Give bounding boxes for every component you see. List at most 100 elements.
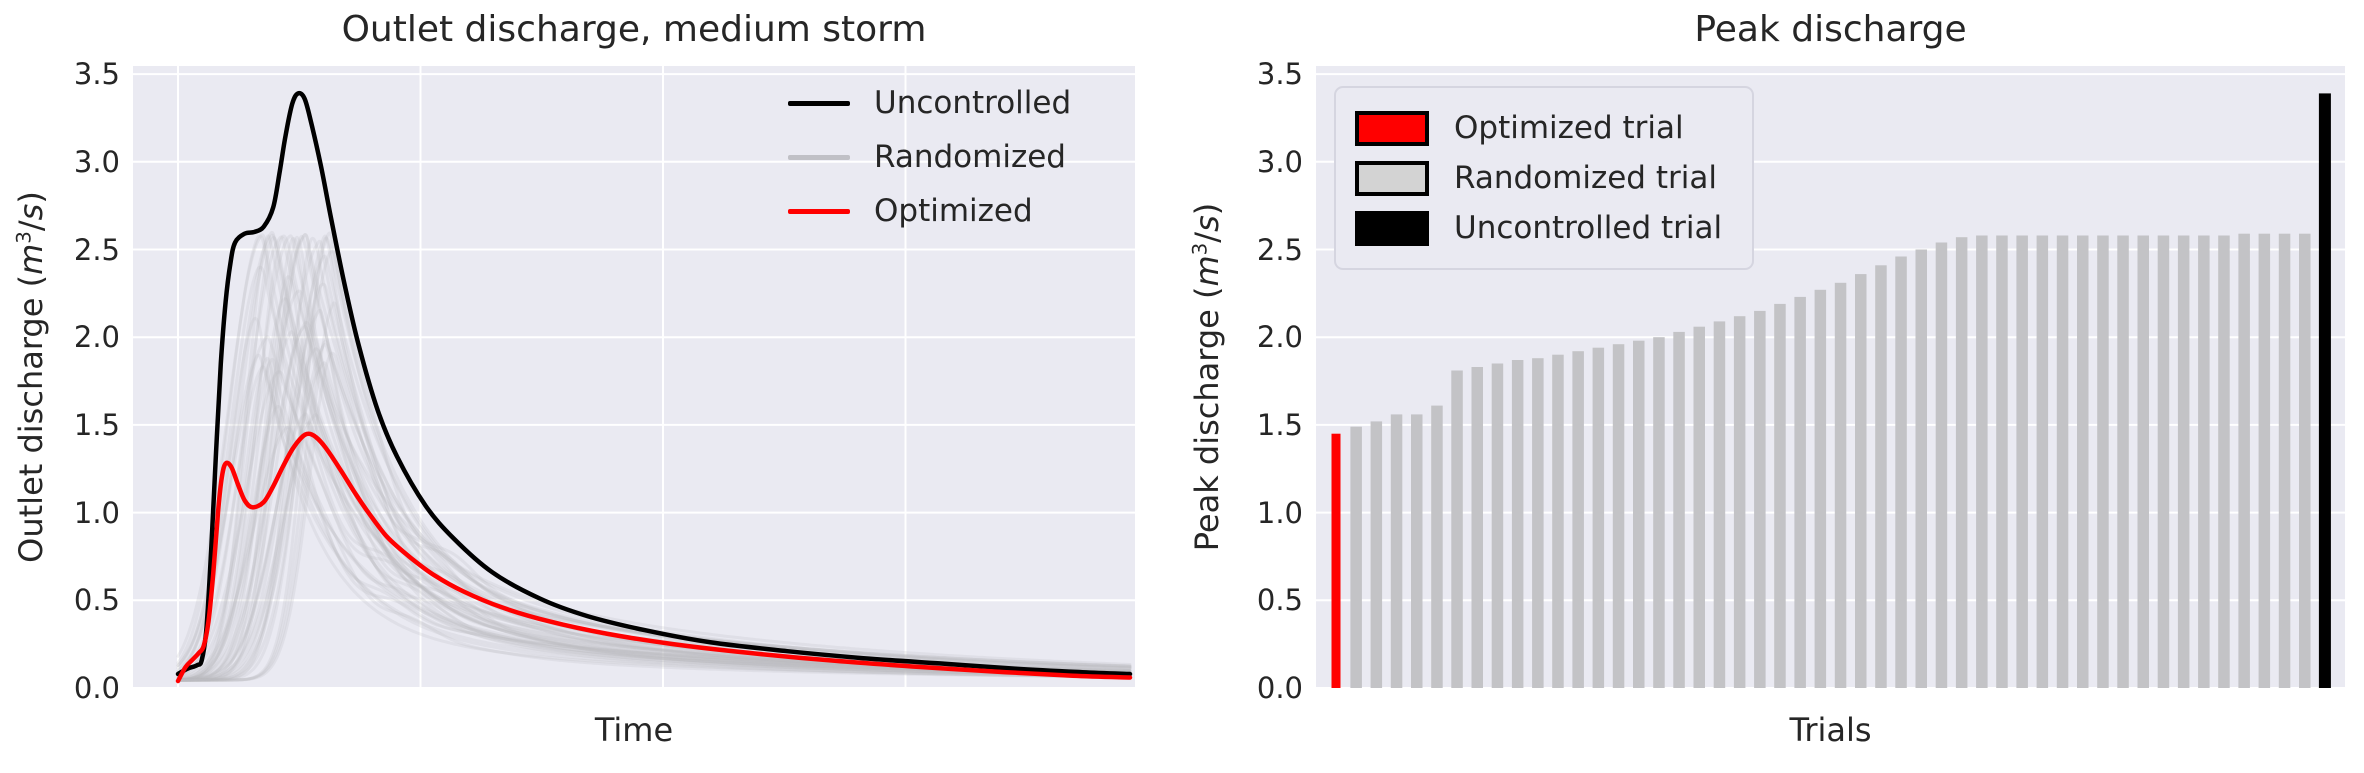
legend-label: Uncontrolled trial [1454, 210, 1723, 246]
randomized-trial-bar [1895, 256, 1907, 688]
legend-label: Optimized [874, 193, 1033, 229]
randomized-trial-bar [1592, 347, 1605, 688]
randomized-trial-bar [1633, 340, 1645, 688]
randomized-trial-bar [1713, 321, 1726, 688]
legend-item-optimized: Optimized [788, 184, 1071, 238]
right-legend: Optimized trial Randomized trial Uncontr… [1334, 86, 1755, 270]
randomized-trial-bar [1834, 282, 1847, 688]
legend-label: Randomized [874, 139, 1066, 175]
y-tick-label: 1.5 [1256, 407, 1303, 442]
left-ylabel-suffix: ) [12, 191, 50, 204]
left-ylabel-slash: / [12, 220, 50, 232]
randomized-trial-bar [1451, 370, 1463, 688]
uncontrolled-trial-bar [2318, 93, 2331, 688]
legend-label: Uncontrolled [874, 85, 1072, 121]
y-tick-label: 0.5 [73, 583, 120, 618]
optimized-trial-patch [1355, 110, 1429, 146]
y-tick-label: 0.0 [1256, 671, 1303, 705]
right-ylabel-unit-s: s [1188, 215, 1226, 232]
left-ylabel-unit-s: s [12, 203, 50, 221]
randomized-trial-bar [1471, 367, 1483, 688]
randomized-trial-bar [2036, 235, 2049, 688]
randomized-trial-bar [1794, 296, 1806, 688]
uncontrolled-line-swatch [788, 100, 850, 106]
left-x-axis-label: Time [594, 711, 674, 749]
randomized-trial-bar [1612, 344, 1625, 688]
y-tick-label: 1.5 [73, 407, 120, 442]
randomized-trial-bar [1754, 310, 1766, 688]
randomized-trial-bar [1491, 363, 1504, 688]
randomized-trial-bar [1875, 265, 1887, 688]
legend-item-uncontrolled: Uncontrolled [788, 76, 1071, 130]
right-chart-canvas [1316, 73, 2345, 688]
randomized-trial-bar [2137, 235, 2149, 688]
y-tick-label: 0.0 [73, 671, 120, 705]
randomized-trial-bar [1572, 351, 1584, 688]
y-tick-label: 2.0 [1256, 320, 1303, 355]
y-tick-label: 3.0 [73, 144, 120, 179]
randomized-trial-bar [2258, 233, 2271, 688]
randomized-trial-bar [1996, 235, 2008, 688]
randomized-trial-bar [1855, 274, 1867, 688]
randomized-trial-bar [2157, 235, 2170, 688]
uncontrolled-trial-patch [1355, 210, 1429, 246]
randomized-trial-bar [1693, 326, 1705, 688]
right-chart-title: Peak discharge [1694, 9, 1967, 50]
randomized-trial-bar [2278, 233, 2291, 688]
y-tick-label: 0.5 [1256, 583, 1303, 618]
randomized-trial-bar [2097, 235, 2109, 688]
randomized-trial-bar [2177, 235, 2190, 688]
randomized-trial-bar [1411, 414, 1423, 688]
randomized-trial-bar [2077, 235, 2089, 688]
y-tick-label: 1.0 [73, 495, 120, 530]
randomized-trial-bar [1673, 331, 1685, 688]
randomized-line-swatch [788, 154, 850, 160]
y-tick-label: 3.5 [73, 57, 120, 92]
left-legend: Uncontrolled Randomized Optimized [788, 76, 1071, 238]
optimized-line-swatch [788, 208, 850, 214]
right-x-axis-label: Trials [1789, 711, 1872, 749]
randomized-trial-bar [1350, 426, 1362, 688]
y-tick-label: 3.0 [1256, 144, 1303, 179]
randomized-trial-bar [1955, 237, 1968, 688]
randomized-trial-bar [2016, 235, 2028, 688]
randomized-trial-bar [1653, 337, 1665, 688]
legend-item-randomized: Randomized [788, 130, 1071, 184]
legend-item-uncontrolled-trial: Uncontrolled trial [1355, 210, 1722, 246]
optimized-trial-bar [1331, 433, 1341, 688]
legend-label: Optimized trial [1454, 110, 1684, 146]
randomized-trial-bar [2299, 233, 2311, 688]
randomized-trial-bar [1552, 354, 1564, 688]
randomized-trial-bar [1511, 360, 1524, 688]
randomized-trial-bar [1390, 414, 1403, 688]
left-chart-canvas [133, 66, 1135, 688]
randomized-trial-bar [1370, 421, 1383, 688]
randomized-trial-bar [1935, 242, 1948, 688]
randomized-trial-bar [2238, 233, 2250, 688]
y-tick-label: 2.5 [73, 232, 120, 267]
randomized-trial-bar [2198, 235, 2210, 688]
legend-item-optimized-trial: Optimized trial [1355, 110, 1722, 146]
randomized-trial-bar [1774, 303, 1786, 688]
y-tick-label: 1.0 [1256, 495, 1303, 530]
y-tick-label: 2.5 [1256, 232, 1303, 267]
y-tick-label: 3.5 [1256, 57, 1303, 92]
right-ylabel-suffix: ) [1188, 202, 1226, 216]
randomized-trial-bar [2056, 235, 2069, 688]
randomized-trial-bar [1976, 235, 1988, 688]
left-plot-area [133, 66, 1135, 688]
randomized-trial-bar [1431, 405, 1443, 688]
randomized-trial-bar [2117, 235, 2129, 688]
right-ylabel-exponent: 3 [1188, 242, 1212, 256]
legend-item-randomized-trial: Randomized trial [1355, 160, 1722, 196]
randomized-trial-bar [1733, 316, 1746, 688]
randomized-trial-bar [1915, 249, 1927, 688]
legend-label: Randomized trial [1454, 160, 1717, 196]
randomized-trial-patch [1355, 160, 1429, 196]
y-tick-label: 2.0 [73, 320, 120, 355]
randomized-trial-bar [1814, 289, 1827, 688]
randomized-trial-bar [1532, 358, 1544, 688]
randomized-trial-bar [2218, 235, 2230, 688]
left-chart-title: Outlet discharge, medium storm [341, 9, 927, 50]
